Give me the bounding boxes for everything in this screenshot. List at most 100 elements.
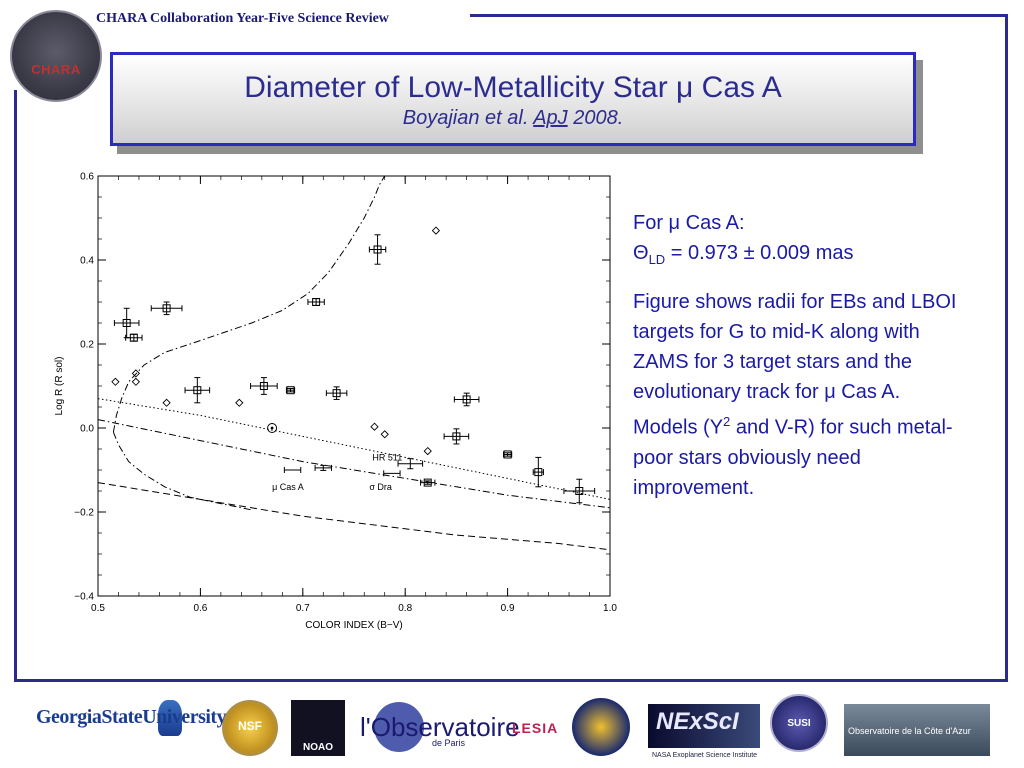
square-marker xyxy=(423,478,432,487)
diameter-line: ΘLD = 0.973 ± 0.009 mas xyxy=(633,238,963,275)
errorbar-point xyxy=(125,333,143,342)
diamond-marker xyxy=(380,430,389,439)
observatoire-ring-icon xyxy=(374,702,424,752)
description-text-a: Figure shows radii for EBs and LBOI targ… xyxy=(633,291,957,439)
slide-title: Diameter of Low-Metallicity Star μ Cas A xyxy=(244,71,782,104)
x-axis-label: COLOR INDEX (B−V) xyxy=(305,620,403,631)
lesia-logo: LESIA xyxy=(512,720,559,736)
errorbar-point xyxy=(383,470,401,477)
x-tick-label: 0.8 xyxy=(398,603,412,614)
errorbar-point xyxy=(150,301,183,316)
university-michigan-seal xyxy=(572,698,630,756)
square-marker xyxy=(129,333,138,342)
nexsci-subtitle: NASA Exoplanet Science Institute xyxy=(652,752,758,759)
square-marker xyxy=(162,304,171,313)
frame-border-bottom xyxy=(14,679,1008,682)
star-annotations: HR 511 μ Cas A σ Dra xyxy=(272,452,402,491)
errorbar-point xyxy=(368,234,387,265)
errorbar-point xyxy=(307,298,325,306)
errorbar-point xyxy=(113,307,140,339)
sun-dot xyxy=(270,426,274,430)
errorbar-point xyxy=(325,386,348,400)
square-marker xyxy=(332,389,341,398)
errorbar-point xyxy=(453,392,480,407)
model-curve xyxy=(112,175,386,433)
observatoire-paris-sub: de Paris xyxy=(432,738,466,748)
errorbar-point xyxy=(397,458,424,470)
y-axis-label: Log R (R sol) xyxy=(54,357,65,416)
susi-wordmark: SUSI xyxy=(787,718,811,729)
plot-frame xyxy=(97,175,611,597)
y-tick-label: −0.4 xyxy=(74,592,94,603)
y-tick-label: −0.2 xyxy=(74,508,94,519)
radius-color-chart: 0.5 0.6 0.7 0.8 0.9 1.0 −0.4 −0.2 0.0 0.2 0.4 0.6 H… xyxy=(54,172,617,632)
nsf-wordmark: NSF xyxy=(238,719,262,733)
model-curve xyxy=(97,419,611,509)
square-marker xyxy=(503,450,512,459)
y-tick-label: 0.6 xyxy=(80,172,94,183)
description-text-b: and V-R) for such metal-poor stars obvio… xyxy=(633,416,953,499)
square-marker xyxy=(286,386,295,395)
susi-seal: SUSI xyxy=(770,694,828,752)
square-marker xyxy=(452,432,461,441)
data-points xyxy=(111,226,596,504)
errorbar-point xyxy=(250,377,278,395)
theta-symbol: Θ xyxy=(633,242,649,264)
square-marker xyxy=(193,386,202,395)
errorbar-point xyxy=(563,478,596,504)
citation-journal: ApJ xyxy=(533,107,568,129)
seal-wordmark: CHARA xyxy=(31,62,81,77)
y-tick-label: 0.2 xyxy=(80,340,94,351)
header-title: CHARA Collaboration Year-Five Science Re… xyxy=(96,11,389,26)
errorbar-point xyxy=(184,377,211,404)
citation-authors: Boyajian et al. xyxy=(402,107,534,129)
x-tick-label: 0.7 xyxy=(296,603,310,614)
square-marker xyxy=(312,298,321,306)
diamond-marker xyxy=(235,398,244,407)
observatoire-paris-logo: l'Observatoire xyxy=(360,712,520,742)
model-curve xyxy=(97,482,611,551)
errorbar-point xyxy=(503,450,513,459)
slide-citation: Boyajian et al. ApJ 2008. xyxy=(113,105,913,131)
diamond-marker xyxy=(131,369,141,378)
side-description: For μ Cas A: ΘLD = 0.973 ± 0.009 mas Fig… xyxy=(633,208,963,503)
square-marker xyxy=(373,245,382,254)
diameter-value: = 0.973 ± 0.009 mas xyxy=(665,242,854,264)
oca-logo: Observatoire de la Côte d'Azur xyxy=(844,704,990,756)
errorbar-point xyxy=(443,428,470,445)
axis-ticks: 0.5 0.6 0.7 0.8 0.9 1.0 −0.4 −0.2 0.0 0.2 0.4 0.6 xyxy=(74,172,617,615)
star-label: μ Cas A xyxy=(272,482,304,492)
errorbar-point xyxy=(314,464,332,471)
star-label: HR 511 xyxy=(372,452,402,462)
square-marker xyxy=(575,487,584,495)
sun-marker xyxy=(267,423,278,433)
nexsci-logo: NExScI NASA Exoplanet Science Institute xyxy=(648,704,760,759)
frame-border-right xyxy=(1005,14,1008,682)
star-label: σ Dra xyxy=(369,482,392,492)
chara-seal-logo: CHARA xyxy=(10,10,102,102)
diamond-marker xyxy=(431,226,441,235)
square-marker xyxy=(462,395,471,404)
frame-border-top xyxy=(470,14,1008,17)
x-tick-label: 0.5 xyxy=(91,603,105,614)
oca-wordmark: Observatoire de la Côte d'Azur xyxy=(848,726,971,736)
nsf-logo: NSF xyxy=(222,700,278,756)
errorbar-point xyxy=(532,456,544,488)
frame-border-left xyxy=(14,90,17,682)
square-marker xyxy=(259,382,268,390)
x-tick-label: 0.6 xyxy=(193,603,207,614)
diamond-marker xyxy=(162,398,171,407)
gsu-flame-icon xyxy=(158,700,182,736)
theta-subscript: LD xyxy=(648,252,666,267)
target-label: For μ Cas A: xyxy=(633,212,745,234)
citation-year: 2008. xyxy=(567,107,624,129)
y-tick-label: 0.0 xyxy=(80,424,94,435)
x-tick-label: 0.9 xyxy=(501,603,515,614)
slide-title-box: Diameter of Low-Metallicity Star μ Cas A… xyxy=(110,52,916,146)
figure-description: Figure shows radii for EBs and LBOI targ… xyxy=(633,287,963,503)
description-superscript: 2 xyxy=(723,414,731,429)
nexsci-wordmark: NExScI xyxy=(656,708,739,735)
model-curves xyxy=(97,175,611,551)
errorbar-point xyxy=(420,478,436,487)
x-tick-label: 1.0 xyxy=(603,603,617,614)
